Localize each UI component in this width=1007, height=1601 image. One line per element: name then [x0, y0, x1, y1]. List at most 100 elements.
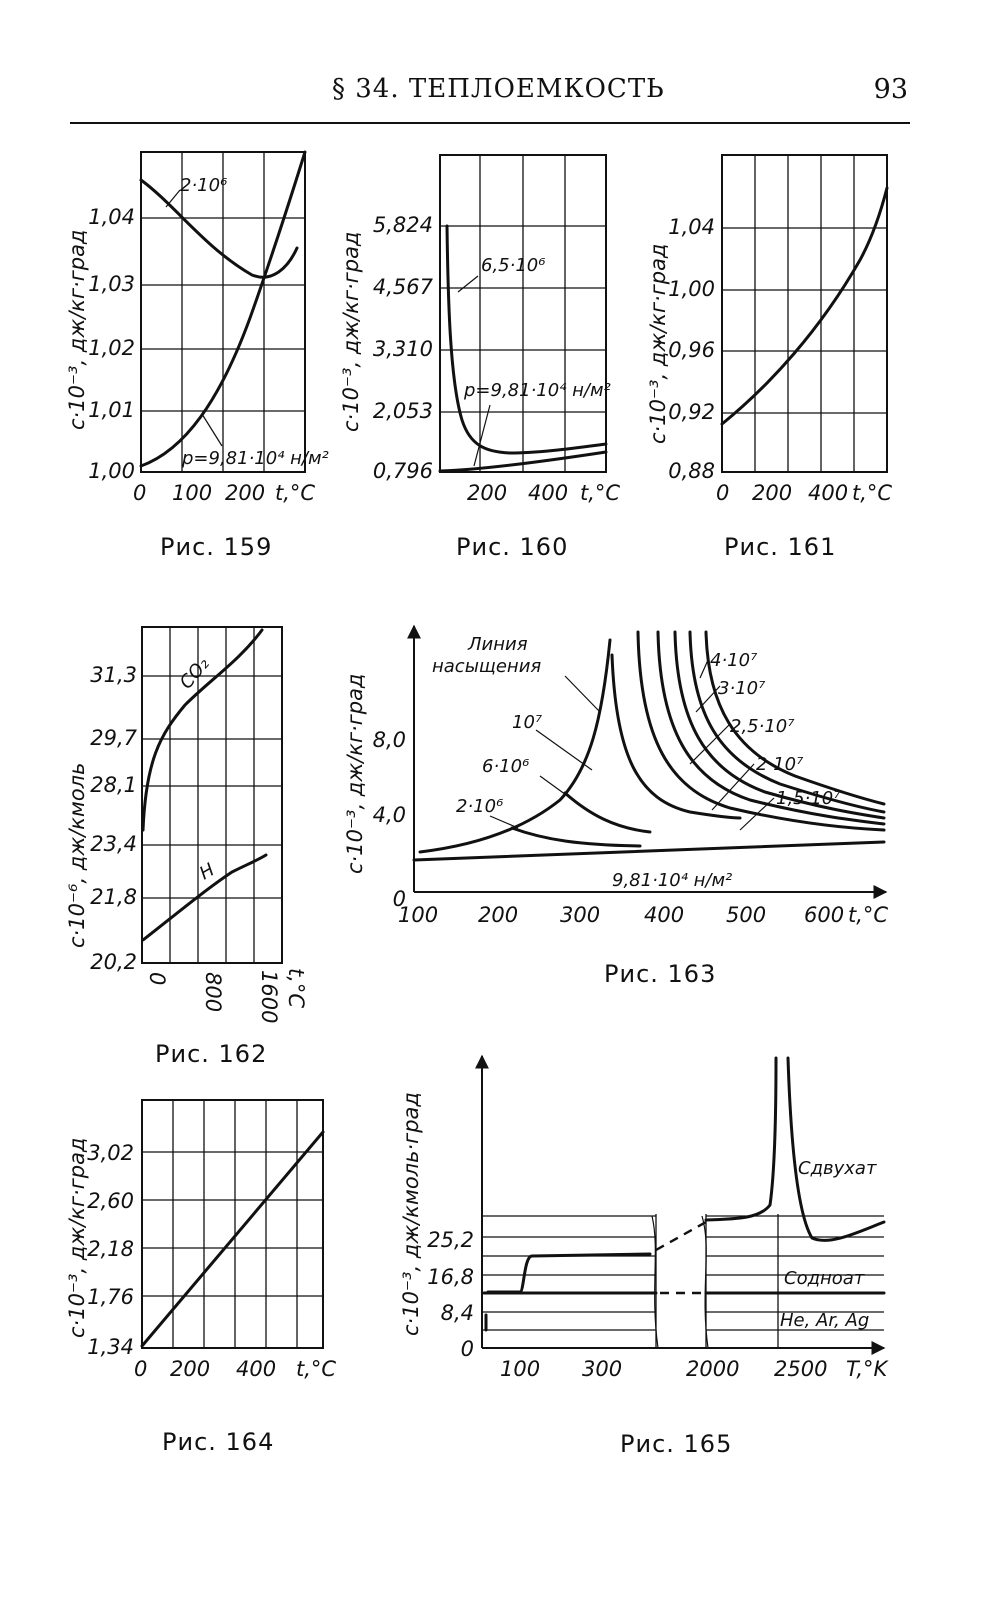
fig163-annotation-line2: насыщения	[432, 656, 541, 677]
fig160-curve-6.5e6	[445, 224, 608, 455]
fig163-annotation-line1: Линия	[467, 634, 528, 655]
fig160-leader-6.5e6	[457, 275, 479, 293]
fig160-ytick: 5,824	[373, 213, 433, 237]
fig163-series-label: 6·10⁶	[482, 756, 529, 777]
fig160-ytick: 4,567	[373, 275, 434, 299]
fig160-series-label: p=9,81·10⁴ н/м²	[463, 380, 611, 401]
fig163-saturation-line	[418, 638, 612, 854]
fig160-ylabel: c·10⁻³, дж/кг·град	[339, 232, 363, 432]
fig161-ylabel: c·10⁻³, дж/кг·град	[646, 244, 670, 444]
fig160-ytick: 0,796	[373, 459, 433, 483]
fig159-series-label: 2·10⁶	[180, 175, 227, 196]
fig161-ytick: 0,88	[668, 459, 715, 483]
fig162-curve-co2	[141, 628, 264, 832]
fig164-xtick: 400	[236, 1357, 276, 1381]
fig163-ytick: 0	[393, 887, 406, 911]
fig161-grid	[722, 155, 887, 472]
fig164-ytick: 2,60	[87, 1189, 134, 1213]
fig160-frame	[439, 154, 607, 473]
fig160-ytick: 2,053	[373, 399, 433, 423]
fig162-frame	[141, 626, 283, 964]
fig165-ytick: 16,8	[427, 1265, 474, 1289]
fig163-ytick: 8,0	[373, 728, 406, 752]
fig159-ytick: 1,00	[88, 459, 135, 483]
fig163-xtick: 500	[726, 903, 766, 927]
fig163-xtick: 200	[478, 903, 518, 927]
fig162-xtick: 800	[201, 972, 225, 1012]
page-number: 93	[873, 74, 908, 105]
fig164-ytick: 3,02	[87, 1141, 134, 1165]
fig159-ytick: 1,03	[88, 272, 135, 296]
fig164-frame	[141, 1099, 324, 1349]
fig162-series-label: CO₂	[176, 654, 214, 694]
fig162-ytick: 21,8	[90, 885, 137, 909]
fig164-xlabel: t,°C	[296, 1357, 336, 1381]
fig164-xtick: 200	[170, 1357, 210, 1381]
page-header: § 34. ТЕПЛОЕМКОСТЬ 93	[70, 68, 910, 124]
fig164-ylabel: c·10⁻³, дж/кг·град	[65, 1138, 89, 1338]
figure-162: CO₂ H 20,2 21,8 23,4 28,1 29,7 31,3 0 80…	[65, 626, 308, 1068]
fig163-series-label: 2·10⁷	[756, 754, 804, 775]
fig161-xtick: 200	[752, 481, 792, 505]
fig159-curve-atm	[139, 150, 307, 468]
fig163-curve-2e7	[656, 630, 886, 826]
fig165-xtick: 100	[500, 1357, 540, 1381]
fig165-series-label: Cодноат	[784, 1268, 865, 1289]
fig165-break-monoatomic	[655, 1220, 707, 1252]
figure-164: 1,34 1,76 2,18 2,60 3,02 0 200 400 t,°C …	[65, 1099, 336, 1456]
page-title: § 34. ТЕПЛОЕМКОСТЬ	[332, 74, 665, 104]
fig159-xtick: 0	[133, 481, 146, 505]
fig162-ytick: 29,7	[90, 726, 137, 750]
fig159-leader-2e6	[165, 189, 181, 208]
fig159-curve-2e6	[139, 178, 299, 279]
fig165-break-mark-right	[701, 1215, 709, 1349]
fig164-line	[140, 1130, 325, 1348]
fig163-xtick: 100	[398, 903, 438, 927]
fig162-caption: Рис. 162	[155, 1040, 267, 1068]
fig163-curve-2.5e7	[673, 630, 886, 820]
fig162-grid	[142, 627, 282, 963]
fig163-xtick: 300	[560, 903, 600, 927]
fig164-grid	[142, 1100, 323, 1348]
fig161-caption: Рис. 161	[724, 533, 836, 561]
fig165-ylabel: c·10⁻³, дж/кмоль·град	[399, 1092, 423, 1336]
fig163-leader-2.5e7	[689, 723, 731, 765]
fig159-frame	[140, 151, 306, 473]
fig162-xlabel: t,°C	[284, 968, 308, 1008]
fig163-curve-2e6	[510, 826, 642, 848]
figure-160: 6,5·10⁶ p=9,81·10⁴ н/м² 0,796 2,053 3,31…	[339, 154, 620, 561]
fig163-xtick: 400	[644, 903, 684, 927]
fig161-ytick: 0,92	[668, 400, 715, 424]
fig160-leader-atm	[473, 404, 491, 467]
fig162-ylabel: c·10⁻⁶, дж/кмоль	[65, 763, 89, 948]
fig160-ytick: 3,310	[373, 337, 433, 361]
fig163-leader-6e6	[539, 775, 574, 801]
fig163-series-label: 2,5·10⁷	[730, 716, 795, 737]
fig163-leader-2e7	[711, 763, 755, 811]
fig165-xlabel: T,°K	[846, 1357, 890, 1381]
fig162-series-label: H	[196, 859, 219, 884]
fig162-ytick: 31,3	[90, 663, 137, 687]
fig163-series-label: 1,5·10⁷	[776, 788, 841, 809]
fig165-curve-diatomic	[704, 1056, 886, 1242]
fig165-ytick: 8,4	[441, 1301, 474, 1325]
fig163-curve-1e7	[610, 653, 742, 820]
fig165-caption: Рис. 165	[620, 1430, 732, 1458]
fig163-leader-3e7	[695, 685, 721, 713]
fig162-ytick: 20,2	[90, 950, 137, 974]
fig163-series-label: 4·10⁷	[710, 650, 758, 671]
fig163-xtick: 600	[804, 903, 844, 927]
fig161-xlabel: t,°C	[852, 481, 892, 505]
fig163-series-label: 3·10⁷	[718, 678, 766, 699]
fig160-grid	[440, 155, 606, 472]
fig165-grid	[482, 1214, 884, 1348]
fig163-curve-6e6	[563, 791, 652, 834]
fig161-ytick: 0,96	[668, 338, 715, 362]
fig163-series-label: 2·10⁶	[456, 796, 503, 817]
fig163-leader-1.5e7	[739, 797, 775, 831]
fig160-xtick: 400	[528, 481, 568, 505]
fig164-ytick: 1,34	[87, 1335, 134, 1359]
fig165-xtick: 2000	[686, 1357, 739, 1381]
fig165-ytick: 0	[461, 1337, 474, 1361]
